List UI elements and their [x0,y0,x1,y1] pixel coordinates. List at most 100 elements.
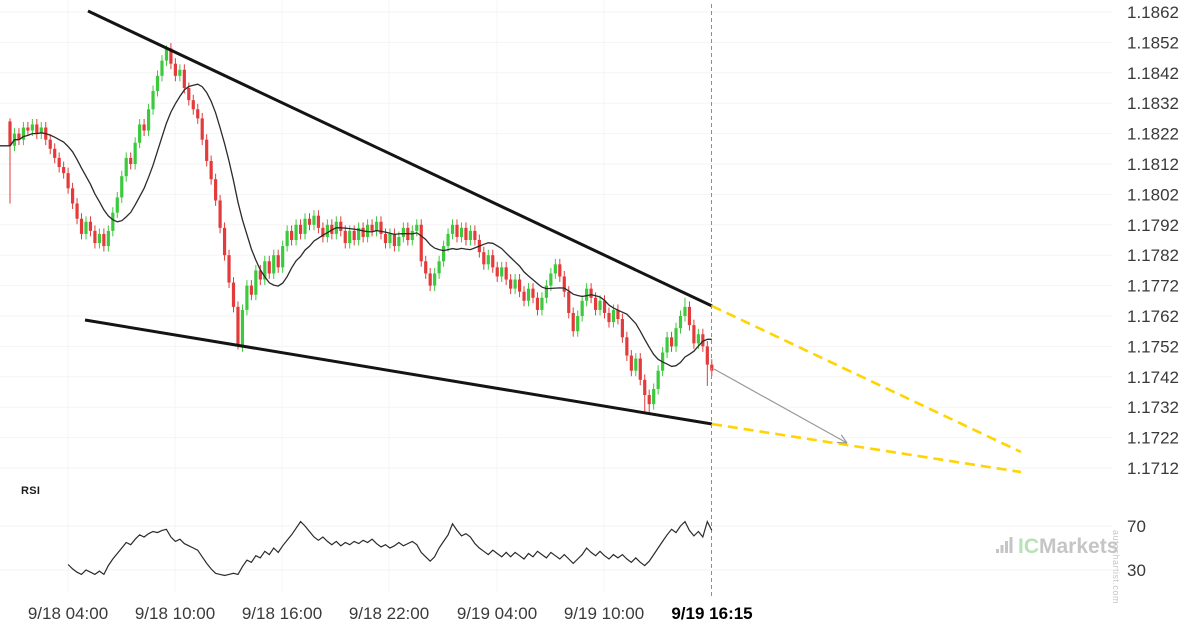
candle-body [611,309,616,323]
candle-body [191,100,195,110]
price-axis-label: 1.1812 [1127,155,1179,174]
candle-body [30,124,34,131]
candle-body [115,197,119,213]
candle-body [495,267,499,277]
candle-body [593,297,598,310]
candle-body [348,230,352,244]
candle-body [401,227,405,237]
candle-body [173,63,177,76]
candle-body [57,157,61,168]
price-axis-label: 1.1722 [1127,429,1179,448]
candle-body [701,334,705,347]
candle-body [343,230,347,244]
candle-body [352,230,356,240]
candle-body [222,227,227,256]
forecast-lower-line [711,422,1022,474]
candle-body [133,142,137,164]
candle-body [79,218,84,234]
candle-body [138,124,142,143]
price-axis-label: 1.1852 [1127,33,1179,52]
candle-body [303,218,307,234]
candle-body [374,221,379,231]
candle-body [634,358,638,371]
candle-body [53,148,57,158]
candle-body [111,212,115,231]
price-axis-label: 1.1792 [1127,216,1179,235]
candle-body [585,288,589,301]
forecast-upper-line [711,304,1022,454]
candle-body [571,312,575,332]
candle-body [258,270,262,280]
icmarkets-watermark: IC Markets [996,536,1118,557]
candle-body [26,127,30,131]
candle-body [428,273,432,286]
price-axis-label: 1.1802 [1127,185,1179,204]
candle-body [70,188,75,204]
candle-body [549,273,553,286]
time-axis-label: 9/19 10:00 [564,604,644,623]
time-axis-label: 9/18 10:00 [135,604,215,623]
candle-body [298,224,303,234]
autochartist-credit-text: autochartist.com [1111,530,1121,605]
candle-body [290,230,294,240]
candle-body [142,124,146,131]
candle-body [379,221,383,234]
candle-body [106,230,110,247]
candle-body [164,48,169,61]
candle-body [88,221,93,231]
candle-body [540,297,544,310]
candle-body [419,224,423,262]
candle-body [124,157,128,177]
candle-body [214,179,218,201]
candle-body [187,88,191,101]
candle-body [357,227,361,240]
candle-body [249,285,253,295]
candle-body [388,233,392,244]
candle-body [178,69,182,76]
candle-body [39,127,43,134]
candle-body [146,109,151,131]
candle-body [683,306,687,316]
candle-body [129,157,133,164]
candle-body [316,215,321,228]
candle-body [294,224,298,240]
rsi-pane-label: RSI [21,485,41,497]
candle-body [120,176,124,198]
candle-body [231,282,236,307]
candle-body [696,334,700,344]
candle-body [245,285,249,310]
lower-trendline [84,318,713,426]
candle-body [656,370,660,389]
candle-body [200,118,204,140]
candle-body [415,224,419,231]
price-axis-label: 1.1862 [1127,3,1179,22]
watermark-ic-text: IC [1018,535,1039,558]
rsi-axis-label: 30 [1127,561,1146,580]
candle-body [325,224,329,237]
candle-body [433,273,437,286]
candle-body [500,267,504,277]
candle-body [361,227,365,237]
candle-body [366,224,370,237]
candle-body [616,309,620,320]
candle-body [687,306,692,326]
candle-body [464,227,468,240]
candle-body [562,276,566,292]
watermark-markets-text: Markets [1039,535,1119,558]
candle-body [218,200,222,228]
candle-body [468,230,473,240]
candle-body [97,233,101,244]
candle-body [509,279,513,289]
candle-body [205,139,209,161]
candle-body [160,60,164,76]
candle-body [638,358,642,380]
candle-body [48,139,52,149]
candle-body [102,233,106,247]
candle-body [491,255,495,268]
candle-body [66,173,70,189]
breakout-arrow-line [713,368,848,444]
breakout-arrow-head [836,441,848,444]
candle-body [558,264,562,277]
price-axis-label: 1.1772 [1127,277,1179,296]
price-axis-label: 1.1832 [1127,94,1179,113]
